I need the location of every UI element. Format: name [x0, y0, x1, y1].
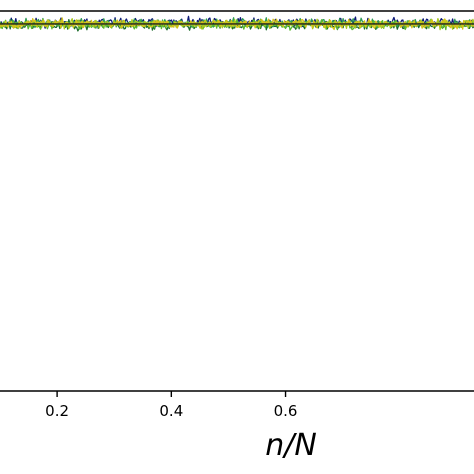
x-tick-label: 0.4 [159, 402, 183, 420]
x-tick-label: 0.2 [45, 402, 69, 420]
x-axis-title-text: n/N [265, 428, 317, 463]
series-layer [0, 15, 474, 32]
series-line [0, 18, 474, 31]
x-axis-title: n/N [265, 428, 317, 463]
x-ticks: 0.2 0.4 0.6 [45, 391, 297, 420]
x-tick-label: 0.6 [274, 402, 298, 420]
series-line [0, 17, 474, 31]
